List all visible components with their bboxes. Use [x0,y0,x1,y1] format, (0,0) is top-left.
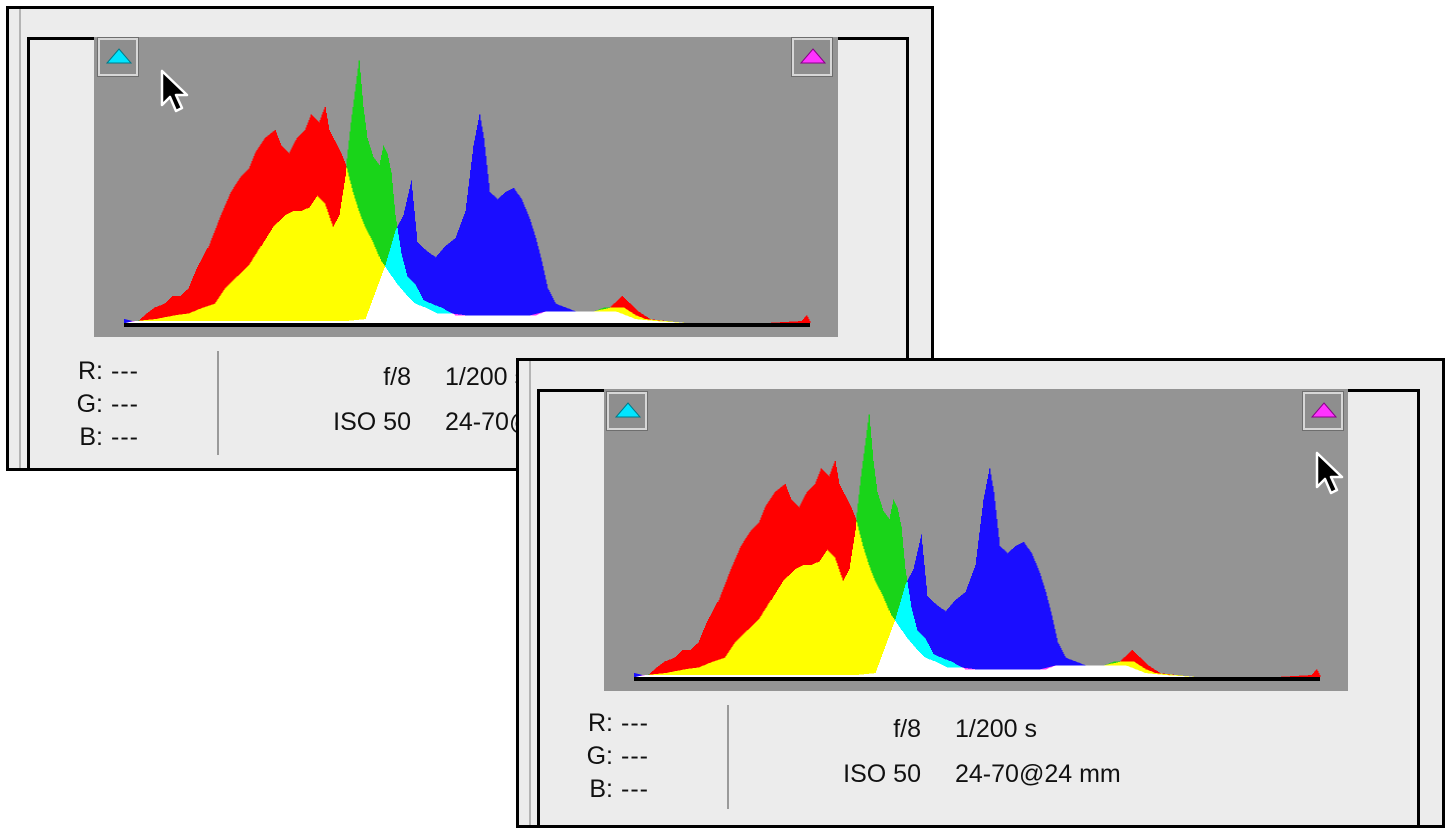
iso-value: ISO 50 [333,408,411,436]
lens-focal-value: 24-70@24 mm [955,760,1121,788]
panel-edge [19,9,21,468]
shadow-clipping-warning-button[interactable] [606,391,648,431]
triangle-up-icon [1311,402,1337,418]
exposure-info: f/8 1/200 s ISO 50 24-70@24 mm [819,713,1121,791]
rgb-readout: R: --- G: --- B: --- [75,355,165,454]
r-label: R: [78,357,103,385]
histogram-panel-1: R: --- G: --- B: --- f/8 1/200 s ISO 50 24-70… [6,6,934,471]
panel-edge [529,361,531,825]
shadow-clipping-warning-button[interactable] [97,37,139,77]
b-value: --- [621,775,649,803]
aperture-value: f/8 [893,715,921,743]
highlight-clipping-warning-button[interactable] [1302,391,1344,431]
triangle-up-icon [615,402,641,418]
blue-channel-area [124,114,576,324]
aperture-value: f/8 [383,363,411,391]
readout-divider [727,705,729,809]
g-label: G: [586,742,613,770]
readout-divider [217,351,219,455]
mouse-pointer-icon [1315,451,1344,495]
shutter-speed-value: 1/200 s [445,363,528,391]
yellow-overlap-area [139,167,686,323]
histogram-graph [124,60,811,327]
histogram-area [94,37,838,337]
highlight-clipping-warning-button[interactable] [791,37,833,77]
cyan-overlap-area [894,581,963,668]
cyan-overlap-area [384,227,453,314]
iso-value: ISO 50 [843,760,921,788]
g-value: --- [621,742,649,770]
b-label: B: [589,775,613,803]
rgb-readout: R: --- G: --- B: --- [585,707,675,806]
green-channel-area [645,414,1120,676]
r-label: R: [588,709,613,737]
white-overlap-area [125,267,686,323]
green-channel-area [135,60,610,322]
g-value: --- [111,390,139,418]
yellow-overlap-area [649,521,1196,677]
triangle-up-icon [106,48,132,64]
red-channel-area [139,107,811,323]
red-channel-area [649,461,1321,677]
histogram-graph [634,414,1321,681]
mouse-pointer-icon [160,69,189,113]
histogram-baseline [124,323,810,327]
histogram-baseline [634,677,1320,681]
r-value: --- [621,709,649,737]
histogram-panel-2: R: --- G: --- B: --- f/8 1/200 s ISO 50 24-70… [516,358,1445,828]
histogram-area [604,389,1348,691]
shutter-speed-value: 1/200 s [955,715,1038,743]
white-overlap-area [635,621,1196,677]
blue-channel-area [634,468,1086,677]
triangle-up-icon [800,48,826,64]
r-value: --- [111,357,139,385]
b-value: --- [111,423,139,451]
b-label: B: [79,423,103,451]
g-label: G: [76,390,103,418]
